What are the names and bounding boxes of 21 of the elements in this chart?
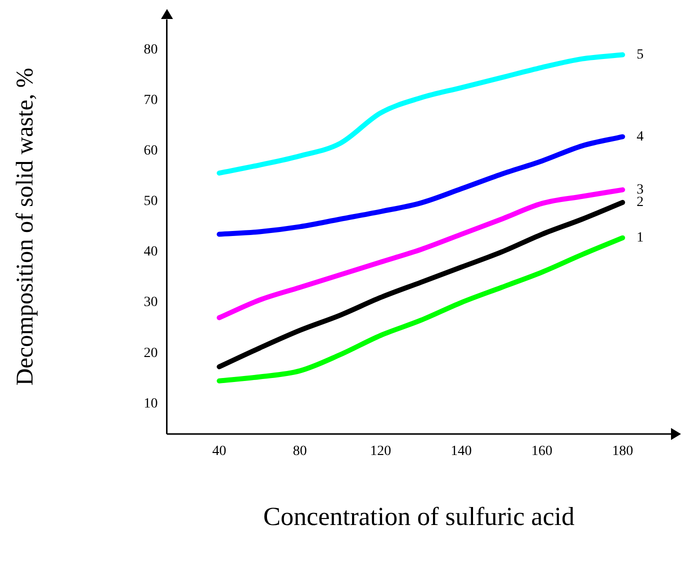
y-tick-label: 40 (144, 244, 158, 260)
series-label: 3 (636, 182, 644, 198)
x-tick-label: 80 (292, 444, 307, 460)
x-tick-label: 140 (450, 444, 472, 460)
x-tick-label: 160 (531, 444, 552, 460)
y-tick-label: 20 (144, 346, 158, 361)
x-tick-label: 40 (212, 444, 226, 460)
y-tick-label: 10 (144, 396, 158, 412)
y-tick-label: 30 (144, 295, 158, 310)
y-tick-label: 50 (144, 194, 158, 210)
series-label: 2 (636, 195, 644, 210)
y-tick-label: 60 (144, 144, 158, 159)
series-label: 5 (636, 47, 644, 62)
series-label: 4 (636, 129, 644, 144)
y-axis-title: Decomposition of solid waste, % (12, 68, 39, 386)
y-tick-label: 80 (144, 42, 158, 58)
series-label: 1 (636, 230, 644, 246)
x-axis-title: Concentration of sulfuric acid (263, 502, 574, 532)
x-tick-label: 120 (370, 444, 392, 460)
x-tick-label: 180 (612, 444, 634, 460)
y-tick-label: 70 (144, 92, 158, 108)
